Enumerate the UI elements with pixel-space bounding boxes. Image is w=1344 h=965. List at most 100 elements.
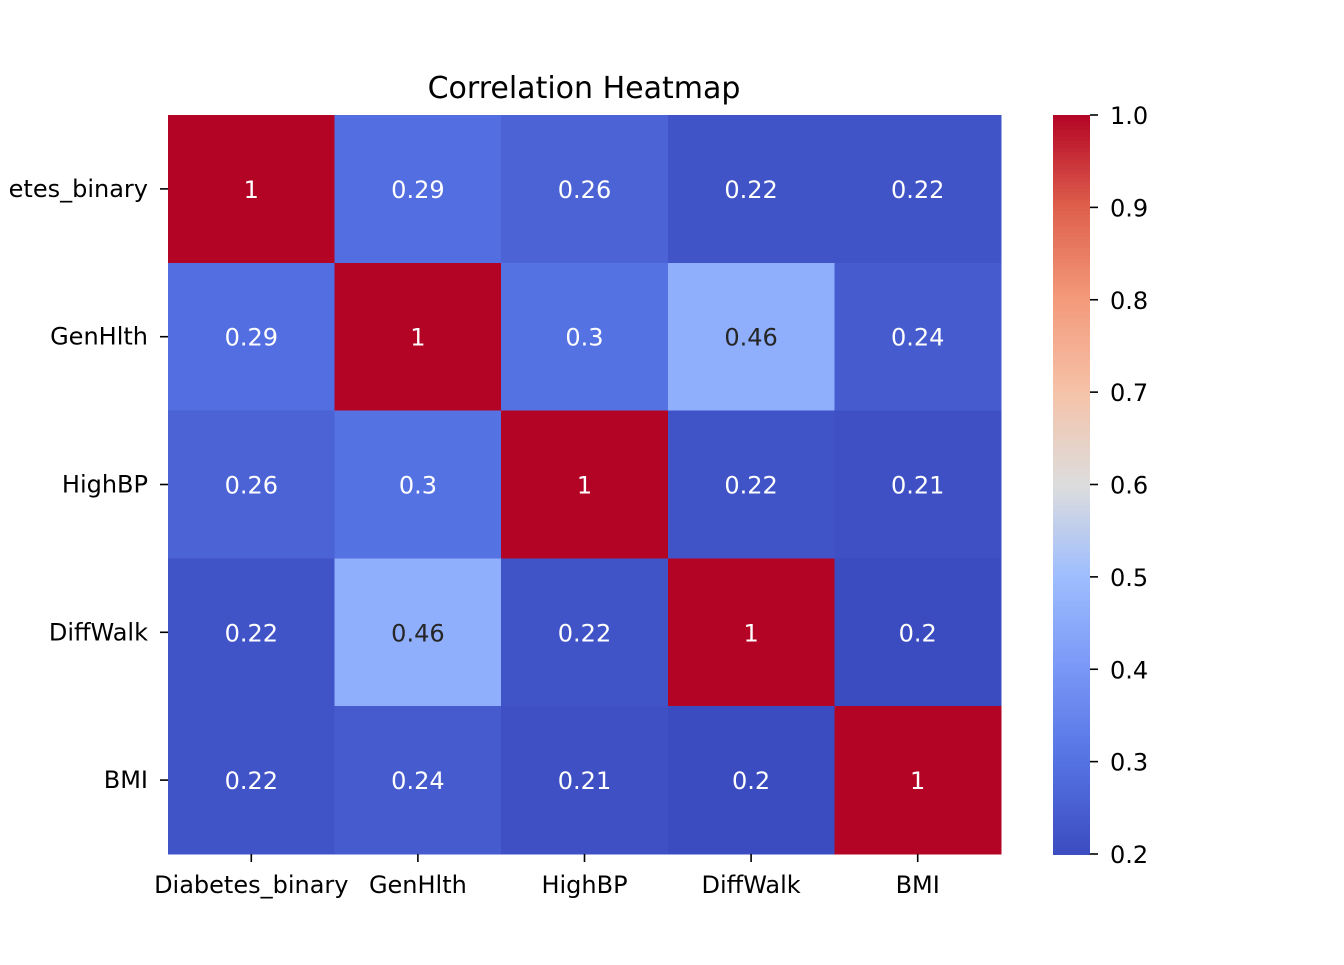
colorbar-segment [1053, 536, 1090, 541]
colorbar-segment [1053, 144, 1090, 150]
colorbar-segment [1053, 462, 1090, 467]
cell-annotation: 0.22 [225, 767, 278, 795]
colorbar-tick-label: 1.0 [1110, 102, 1148, 130]
y-tick-label: GenHlth [50, 323, 148, 351]
colorbar-segment [1053, 155, 1090, 161]
x-tick-label: Diabetes_binary [154, 871, 348, 899]
colorbar-segment [1053, 713, 1090, 719]
colorbar-segment [1053, 214, 1090, 220]
colorbar-segment [1053, 621, 1090, 626]
colorbar-segment [1053, 732, 1090, 737]
colorbar-segment [1053, 757, 1090, 763]
colorbar-tick-label: 0.6 [1110, 472, 1148, 500]
colorbar-segment [1053, 203, 1090, 209]
colorbar-segment [1053, 436, 1090, 441]
heatmap-cell [168, 115, 336, 264]
colorbar-segment [1053, 639, 1090, 645]
colorbar-segment [1053, 484, 1090, 489]
colorbar-segment [1053, 425, 1090, 430]
colorbar-segment [1053, 525, 1090, 530]
colorbar-segment [1053, 314, 1090, 320]
heatmap-cell [834, 262, 1002, 412]
colorbar-segment [1053, 780, 1090, 785]
colorbar-segment [1053, 118, 1090, 124]
colorbar-segment [1053, 602, 1090, 608]
colorbar-segment [1053, 355, 1090, 360]
colorbar-segment [1053, 240, 1090, 246]
cell-annotation: 0.3 [565, 324, 603, 352]
colorbar-segment [1053, 366, 1090, 371]
chart-title: Correlation Heatmap [428, 71, 741, 106]
heatmap-cell [667, 262, 835, 412]
colorbar-segment [1053, 724, 1090, 730]
colorbar-segment [1053, 199, 1090, 205]
colorbar-segment [1053, 551, 1090, 556]
colorbar-segment [1053, 251, 1090, 257]
heatmap-cell [501, 115, 669, 264]
heatmap-cell [334, 706, 502, 855]
colorbar-segment [1053, 443, 1090, 449]
x-tick-label: GenHlth [369, 871, 467, 899]
colorbar-segment [1053, 580, 1090, 586]
colorbar-segment [1053, 820, 1090, 826]
heatmap-cell [667, 115, 835, 264]
heatmap-cell [334, 262, 502, 412]
colorbar-segment [1053, 469, 1090, 475]
cell-annotation: 1 [910, 767, 925, 795]
colorbar-segment [1053, 595, 1090, 600]
colorbar-segment [1053, 698, 1090, 704]
cell-annotation: 0.22 [558, 619, 611, 647]
colorbar-segment [1053, 329, 1090, 334]
x-tick-label: BMI [896, 871, 940, 899]
colorbar-segment [1053, 569, 1090, 574]
colorbar-segment [1053, 229, 1090, 235]
colorbar-segment [1053, 547, 1090, 552]
colorbar-segment [1053, 647, 1090, 652]
colorbar-tick-label: 0.4 [1110, 656, 1148, 684]
colorbar-segment [1053, 606, 1090, 611]
colorbar-segment [1053, 447, 1090, 453]
heatmap-cell [168, 262, 336, 412]
y-tick-label: etes_binary [9, 175, 148, 203]
colorbar-segment [1053, 262, 1090, 268]
colorbar-segment [1053, 776, 1090, 781]
colorbar-segment [1053, 562, 1090, 567]
colorbar-segment [1053, 273, 1090, 279]
colorbar-segment [1053, 140, 1090, 146]
colorbar-segment [1053, 388, 1090, 393]
colorbar-segment [1053, 783, 1090, 789]
colorbar-segment [1053, 177, 1090, 183]
colorbar-segment [1053, 554, 1090, 560]
colorbar-segment [1053, 676, 1090, 682]
heatmap-cell [168, 410, 336, 559]
colorbar-segment [1053, 573, 1090, 578]
colorbar-segment [1053, 839, 1090, 844]
cell-annotation: 0.22 [724, 176, 777, 204]
colorbar-segment [1053, 174, 1090, 179]
colorbar-tick-label: 0.5 [1110, 564, 1148, 592]
cell-annotation: 0.29 [225, 324, 278, 352]
colorbar-tick-label: 0.3 [1110, 749, 1148, 777]
colorbar-segment [1053, 377, 1090, 382]
cell-annotation: 1 [577, 472, 592, 500]
colorbar-segment [1053, 225, 1090, 231]
colorbar-segment [1053, 454, 1090, 460]
colorbar-segment [1053, 543, 1090, 549]
colorbar-segment [1053, 728, 1090, 733]
colorbar-segment [1053, 325, 1090, 331]
heatmap-cell [501, 410, 669, 559]
cell-annotation: 0.2 [899, 619, 937, 647]
colorbar-segment [1053, 672, 1090, 678]
colorbar-segment [1053, 351, 1090, 356]
colorbar-segment [1053, 720, 1090, 726]
colorbar-segment [1053, 617, 1090, 623]
colorbar-segment [1053, 528, 1090, 534]
colorbar-segment [1053, 735, 1090, 741]
colorbar-segment [1053, 207, 1090, 212]
colorbar-segment [1053, 115, 1090, 120]
colorbar-segment [1053, 661, 1090, 667]
colorbar-segment [1053, 344, 1090, 349]
colorbar-segment [1053, 233, 1090, 238]
